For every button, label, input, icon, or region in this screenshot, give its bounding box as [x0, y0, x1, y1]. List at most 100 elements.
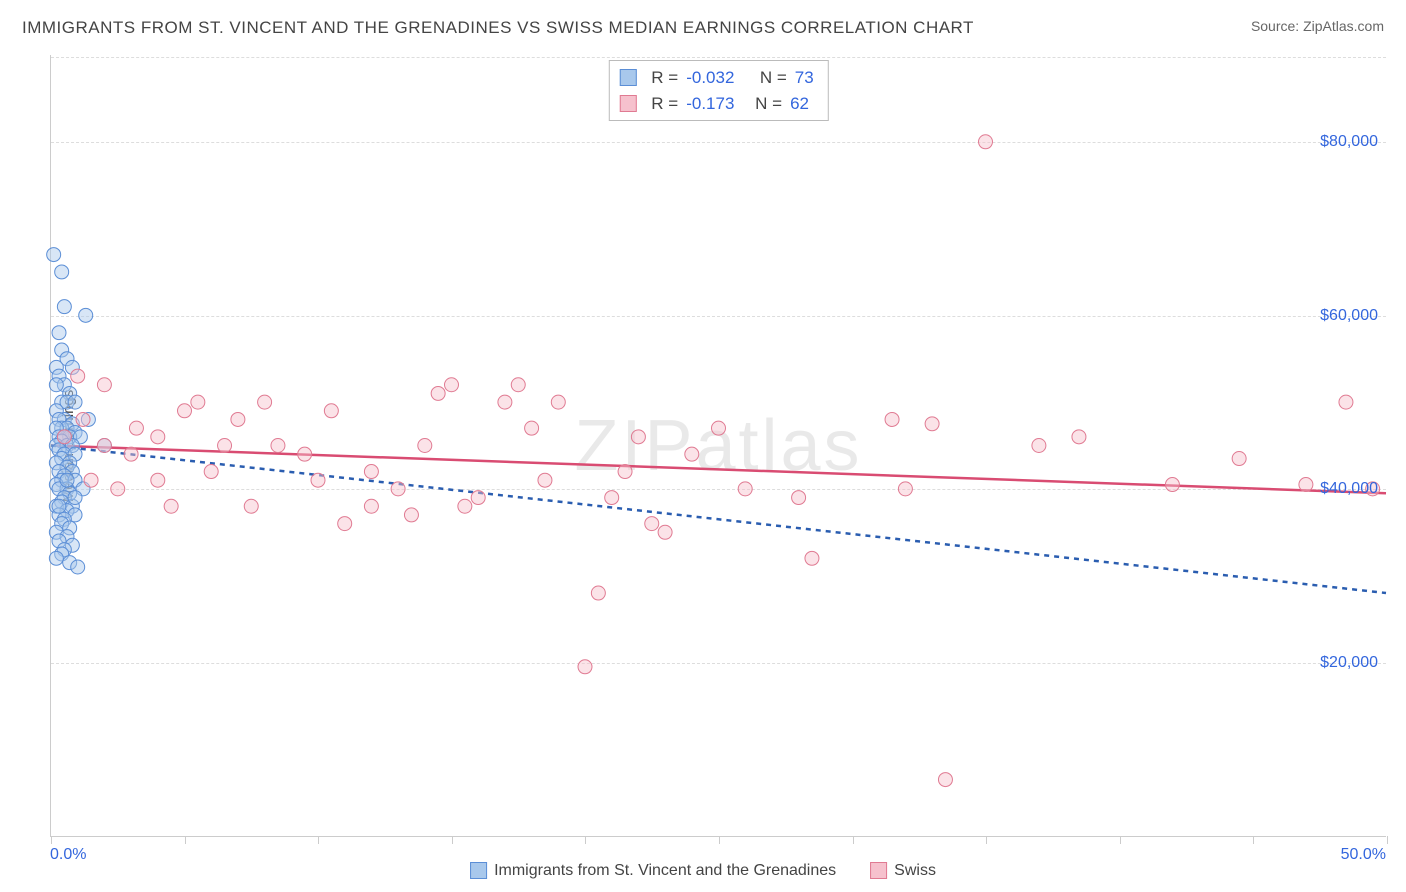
data-point: [645, 517, 659, 531]
data-point: [1299, 478, 1313, 492]
data-point: [298, 447, 312, 461]
data-point: [49, 551, 63, 565]
data-point: [55, 265, 69, 279]
data-point: [57, 430, 71, 444]
data-point: [151, 473, 165, 487]
data-point: [1232, 452, 1246, 466]
data-point: [76, 412, 90, 426]
data-point: [591, 586, 605, 600]
x-tick: [719, 836, 720, 844]
swatch-pink-icon: [870, 862, 887, 879]
legend-label-1: Immigrants from St. Vincent and the Gren…: [494, 862, 836, 879]
r-label: R =: [651, 91, 678, 117]
source-attribution: Source: ZipAtlas.com: [1251, 18, 1384, 34]
r-value-2: -0.173: [686, 91, 734, 117]
data-point: [885, 412, 899, 426]
legend-item-2: Swiss: [870, 862, 936, 880]
data-point: [925, 417, 939, 431]
data-point: [111, 482, 125, 496]
scatter-svg: [51, 55, 1386, 836]
data-point: [471, 491, 485, 505]
n-label: N =: [755, 91, 782, 117]
trend-line: [51, 446, 1386, 494]
stats-row-series-2: R = -0.173 N = 62: [619, 91, 813, 117]
data-point: [57, 300, 71, 314]
data-point: [68, 395, 82, 409]
swatch-blue-icon: [619, 69, 636, 86]
x-tick: [853, 836, 854, 844]
data-point: [618, 465, 632, 479]
x-tick: [452, 836, 453, 844]
data-point: [458, 499, 472, 513]
data-point: [898, 482, 912, 496]
x-tick-label-right: 50.0%: [1341, 846, 1386, 864]
data-point: [525, 421, 539, 435]
data-point: [52, 326, 66, 340]
data-point: [71, 369, 85, 383]
data-point: [258, 395, 272, 409]
data-point: [244, 499, 258, 513]
x-tick: [318, 836, 319, 844]
plot-area: ZIPatlas R = -0.032 N = 73 R = -0.173 N …: [50, 55, 1386, 837]
y-tick-label: $40,000: [1320, 480, 1378, 498]
x-tick: [986, 836, 987, 844]
data-point: [84, 473, 98, 487]
data-point: [79, 308, 93, 322]
data-point: [578, 660, 592, 674]
data-point: [124, 447, 138, 461]
data-point: [49, 378, 63, 392]
data-point: [52, 499, 66, 513]
data-point: [60, 473, 74, 487]
data-point: [71, 560, 85, 574]
chart-header: IMMIGRANTS FROM ST. VINCENT AND THE GREN…: [0, 0, 1406, 46]
correlation-stats-box: R = -0.032 N = 73 R = -0.173 N = 62: [608, 60, 828, 121]
chart-title: IMMIGRANTS FROM ST. VINCENT AND THE GREN…: [22, 18, 974, 38]
r-value-1: -0.032: [686, 65, 734, 91]
data-point: [231, 412, 245, 426]
data-point: [97, 439, 111, 453]
data-point: [551, 395, 565, 409]
data-point: [338, 517, 352, 531]
data-point: [364, 499, 378, 513]
data-point: [164, 499, 178, 513]
data-point: [445, 378, 459, 392]
data-point: [311, 473, 325, 487]
stats-row-series-1: R = -0.032 N = 73: [619, 65, 813, 91]
trend-line: [51, 446, 1386, 594]
data-point: [418, 439, 432, 453]
data-point: [404, 508, 418, 522]
data-point: [68, 491, 82, 505]
data-point: [792, 491, 806, 505]
data-point: [364, 465, 378, 479]
data-point: [151, 430, 165, 444]
data-point: [738, 482, 752, 496]
x-tick: [585, 836, 586, 844]
x-tick-label-left: 0.0%: [50, 846, 86, 864]
r-label: R =: [651, 65, 678, 91]
data-point: [204, 465, 218, 479]
x-tick: [1387, 836, 1388, 844]
n-label: N =: [760, 65, 787, 91]
y-tick-label: $60,000: [1320, 307, 1378, 325]
data-point: [658, 525, 672, 539]
x-tick: [1253, 836, 1254, 844]
data-point: [605, 491, 619, 505]
data-point: [218, 439, 232, 453]
bottom-legend: Immigrants from St. Vincent and the Gren…: [470, 862, 936, 880]
source-prefix: Source:: [1251, 18, 1303, 34]
y-tick-label: $20,000: [1320, 654, 1378, 672]
data-point: [97, 378, 111, 392]
data-point: [47, 248, 61, 262]
data-point: [391, 482, 405, 496]
data-point: [979, 135, 993, 149]
x-tick: [185, 836, 186, 844]
data-point: [631, 430, 645, 444]
legend-item-1: Immigrants from St. Vincent and the Gren…: [470, 862, 836, 880]
data-point: [1072, 430, 1086, 444]
data-point: [1032, 439, 1046, 453]
n-value-1: 73: [795, 65, 814, 91]
swatch-blue-icon: [470, 862, 487, 879]
source-name: ZipAtlas.com: [1303, 18, 1384, 34]
data-point: [805, 551, 819, 565]
swatch-pink-icon: [619, 95, 636, 112]
